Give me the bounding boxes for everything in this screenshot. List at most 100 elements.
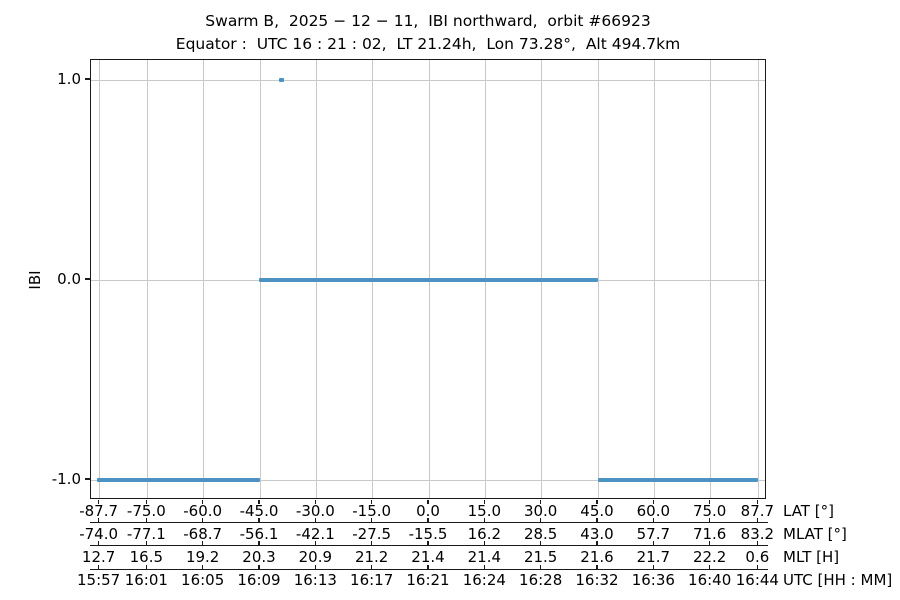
x-tick-mark (652, 517, 654, 522)
x-tick-mark (540, 500, 542, 504)
x-tick-mark (596, 564, 598, 569)
x-tick-mark (596, 517, 598, 522)
x-tick-label: 87.7 (740, 502, 775, 520)
x-tick-mark (202, 564, 204, 569)
x-tick-mark (202, 500, 204, 504)
x-tick-label: -27.5 (352, 524, 392, 543)
x-tick-label: 16:21 (406, 570, 450, 589)
x-tick-mark (371, 500, 373, 504)
x-grid-line (757, 60, 759, 498)
x-tick-mark (258, 517, 260, 522)
x-tick-label: 45.0 (580, 502, 614, 520)
x-tick-mark (483, 541, 485, 545)
x-tick-mark (314, 564, 316, 569)
x-tick-label: 21.5 (523, 547, 558, 566)
x-tick-label: 15.0 (467, 502, 502, 520)
x-tick-mark (371, 564, 373, 569)
x-tick-mark (709, 541, 711, 545)
x-tick-label: 16:40 (688, 570, 732, 589)
x-tick-label: 16:01 (124, 570, 168, 589)
axis-row-line (90, 521, 768, 523)
x-tick-mark (427, 541, 429, 545)
x-tick-label: 21.4 (411, 547, 445, 566)
x-tick-label: -56.1 (239, 524, 279, 543)
chart-title-line1: Swarm B, 2025 − 12 − 11, IBI northward, … (205, 12, 651, 30)
x-tick-label: 12.7 (81, 547, 116, 566)
y-grid-line (91, 479, 765, 481)
x-tick-label: -30.0 (295, 502, 335, 520)
x-grid-line (203, 60, 205, 498)
x-tick-mark (97, 517, 100, 522)
ibi-line-segment (96, 478, 260, 482)
axis-row-name: LAT [°] (783, 502, 834, 520)
x-grid-line (597, 60, 599, 498)
x-tick-mark (483, 517, 485, 522)
x-tick-label: 21.4 (467, 547, 502, 566)
x-tick-label: 16:28 (519, 570, 563, 589)
x-tick-mark (145, 564, 147, 569)
x-tick-label: 28.5 (523, 524, 558, 543)
x-tick-label: 16:24 (462, 570, 506, 589)
x-tick-mark (145, 500, 147, 504)
x-tick-mark (540, 541, 542, 545)
x-tick-mark (258, 500, 260, 504)
x-tick-mark (371, 541, 373, 545)
x-grid-line (146, 60, 148, 498)
x-tick-mark (258, 541, 260, 545)
x-tick-mark (756, 564, 758, 569)
x-tick-label: -87.7 (79, 502, 119, 520)
x-tick-label: 30.0 (523, 502, 558, 520)
y-tick-mark (85, 478, 90, 480)
x-tick-label: 57.7 (636, 524, 671, 543)
x-tick-label: 20.9 (298, 547, 333, 566)
x-tick-label: 20.3 (242, 547, 276, 566)
x-tick-label: 16:09 (237, 570, 281, 589)
chart-title-line2: Equator : UTC 16 : 21 : 02, LT 21.24h, L… (175, 35, 681, 53)
x-tick-label: 16:32 (575, 570, 619, 589)
ibi-line-segment (259, 278, 598, 282)
x-tick-mark (97, 564, 100, 569)
x-tick-mark (314, 500, 316, 504)
x-tick-label: 16.5 (129, 547, 164, 566)
x-tick-label: 21.2 (354, 547, 389, 566)
y-tick-label: 0.0 (57, 270, 81, 288)
axis-row-line (90, 568, 768, 570)
x-tick-mark (202, 517, 204, 522)
x-tick-label: -15.0 (352, 502, 392, 520)
x-tick-label: -74.0 (79, 524, 119, 543)
x-tick-mark (709, 517, 711, 522)
ibi-line-segment (598, 478, 759, 482)
x-tick-label: -45.0 (239, 502, 279, 520)
x-tick-mark (97, 500, 100, 504)
x-tick-label: 0.6 (745, 547, 770, 566)
x-tick-label: 0.0 (416, 502, 440, 520)
x-tick-mark (756, 517, 758, 522)
y-tick-label: -1.0 (51, 470, 81, 488)
x-tick-label: 15:57 (77, 570, 121, 589)
axis-row-name: UTC [HH : MM] (783, 570, 893, 589)
x-tick-label: 16:17 (350, 570, 394, 589)
x-tick-label: 16:13 (293, 570, 337, 589)
x-tick-mark (652, 500, 654, 504)
axis-row-line (90, 545, 768, 547)
y-tick-mark (85, 78, 90, 80)
x-tick-mark (258, 564, 260, 569)
x-tick-label: 21.6 (580, 547, 614, 566)
x-tick-mark (483, 500, 485, 504)
x-tick-mark (756, 500, 758, 504)
x-tick-label: 16:36 (631, 570, 675, 589)
axis-row-name: MLAT [°] (783, 524, 847, 543)
x-tick-mark (483, 564, 485, 569)
x-tick-mark (709, 500, 711, 504)
x-tick-label: 43.0 (580, 524, 614, 543)
x-tick-mark (371, 517, 373, 522)
x-tick-label: -75.0 (126, 502, 166, 520)
x-tick-label: 83.2 (740, 524, 775, 543)
x-tick-mark (652, 541, 654, 545)
x-tick-label: 71.6 (692, 524, 727, 543)
x-tick-label: 16:05 (181, 570, 225, 589)
x-tick-label: 16.2 (467, 524, 502, 543)
x-tick-mark (652, 564, 654, 569)
x-tick-label: 19.2 (185, 547, 220, 566)
